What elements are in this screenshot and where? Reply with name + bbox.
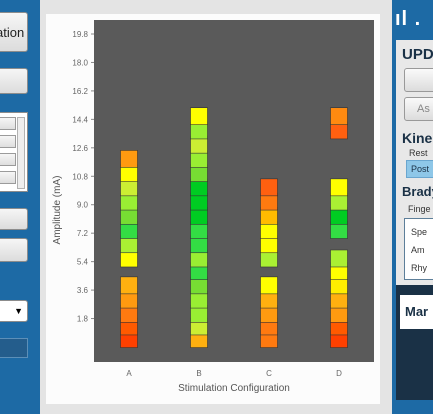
update-panel: UPD As Kine Rest Post Brady Finge Spe Am… — [396, 40, 433, 400]
option-speed[interactable]: Spe — [411, 227, 428, 237]
update-button-2-label: As — [417, 103, 430, 115]
y-tick-label: 14.4 — [72, 115, 88, 124]
chart-panel: 19.8 18.0 16.2 14.4 12.6 10.8 9.0 7.2 5.4 3.6 1.8 … — [46, 14, 380, 404]
list-scrollbar[interactable] — [17, 117, 25, 189]
heatmap-cell — [120, 276, 138, 295]
bradykinesia-heading: Brady — [402, 184, 433, 199]
configuration-button[interactable]: ation — [0, 12, 28, 52]
mar-heading: Mar — [405, 304, 429, 319]
x-tick-label: C — [266, 369, 272, 378]
update-button-1[interactable] — [404, 68, 433, 92]
left-button-4[interactable] — [0, 238, 28, 262]
y-tick-label: 1.8 — [77, 315, 89, 324]
post-label: Post — [411, 164, 430, 174]
kinetic-heading: Kine — [402, 130, 433, 146]
app-logo: ıl . — [395, 8, 422, 30]
heatmap-cell — [330, 178, 348, 197]
heatmap-cell — [330, 249, 348, 268]
x-tick-label: D — [336, 369, 342, 378]
heatmap-cell — [260, 276, 278, 295]
left-status-bar — [0, 338, 28, 358]
x-tick-label: A — [126, 369, 132, 378]
y-tick-label: 10.8 — [72, 172, 88, 181]
left-list-panel — [0, 112, 28, 192]
y-tick-label: 5.4 — [77, 258, 89, 267]
heatmap-cell — [190, 107, 208, 126]
heatmap-cell — [120, 150, 138, 168]
bradykinesia-options: Spe Am Rhy — [404, 218, 433, 280]
list-item[interactable] — [0, 135, 16, 148]
x-tick-label: B — [196, 369, 201, 378]
x-axis-label: Stimulation Configuration — [178, 383, 290, 394]
post-option[interactable]: Post — [406, 160, 433, 178]
y-tick-label: 12.6 — [72, 144, 88, 153]
update-form: UPD As Kine Rest Post Brady Finge Spe Am… — [396, 40, 433, 285]
amplitude-heatmap-chart: 19.818.016.214.412.610.89.07.25.43.61.8 … — [52, 20, 374, 394]
y-tick-label: 7.2 — [77, 229, 89, 238]
list-item[interactable] — [0, 153, 16, 166]
y-tick-label: 3.6 — [77, 286, 89, 295]
chevron-down-icon: ▼ — [14, 306, 23, 316]
y-tick-label: 16.2 — [72, 87, 88, 96]
left-button-3[interactable] — [0, 208, 28, 230]
heatmap-cell — [330, 107, 348, 126]
configuration-button-label: ation — [0, 25, 25, 40]
list-item[interactable] — [0, 171, 16, 184]
left-sidebar: ation ▼ — [0, 0, 40, 414]
finger-label: Finge — [408, 204, 431, 214]
y-tick-label: 18.0 — [72, 58, 88, 67]
left-button-2[interactable] — [0, 68, 28, 94]
option-rhythm[interactable]: Rhy — [411, 263, 428, 273]
right-panel: ıl . UPD As Kine Rest Post Brady Finge S… — [392, 0, 433, 414]
y-tick-label: 9.0 — [77, 201, 89, 210]
update-heading: UPD — [402, 46, 433, 63]
mar-section: Mar — [400, 295, 433, 329]
option-amplitude[interactable]: Am — [411, 245, 425, 255]
heatmap-cell — [260, 178, 278, 197]
list-item[interactable] — [0, 117, 16, 130]
y-tick-label: 19.8 — [72, 30, 88, 39]
rest-label: Rest — [409, 148, 428, 158]
plot-background — [94, 20, 374, 362]
update-button-2[interactable]: As — [404, 97, 433, 121]
y-axis-label: Amplitude (mA) — [52, 176, 63, 245]
left-dropdown[interactable]: ▼ — [0, 300, 28, 322]
